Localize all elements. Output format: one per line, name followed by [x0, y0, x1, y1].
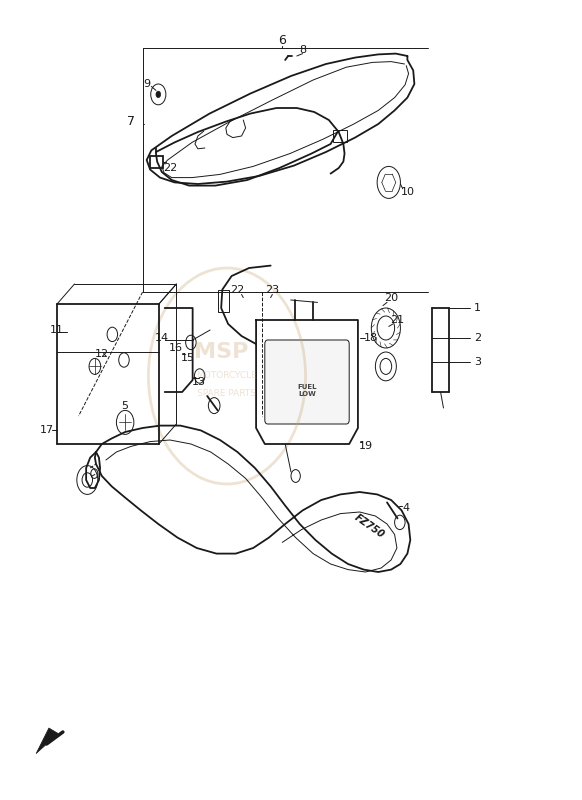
Text: MOTORCYCLE: MOTORCYCLE [197, 371, 257, 381]
Text: 21: 21 [390, 315, 404, 325]
Text: 8: 8 [299, 45, 306, 54]
Text: 12: 12 [95, 349, 109, 358]
Text: 5: 5 [122, 402, 129, 411]
Text: SPARE PARTS: SPARE PARTS [197, 389, 257, 398]
Text: 17: 17 [40, 426, 54, 435]
Text: 10: 10 [400, 187, 414, 197]
Text: MSP: MSP [194, 342, 249, 362]
FancyBboxPatch shape [265, 340, 349, 424]
FancyBboxPatch shape [218, 290, 229, 312]
Circle shape [156, 91, 161, 98]
Text: FUEL
LOW: FUEL LOW [297, 383, 317, 397]
FancyBboxPatch shape [150, 156, 163, 168]
Text: 11: 11 [50, 325, 64, 334]
Text: 16: 16 [169, 343, 183, 353]
Text: 22: 22 [230, 285, 244, 294]
Text: FZ750: FZ750 [353, 513, 386, 540]
Text: 20: 20 [384, 293, 398, 302]
Text: 13: 13 [192, 378, 206, 387]
Text: 6: 6 [278, 34, 286, 46]
FancyBboxPatch shape [333, 130, 347, 142]
Text: 14: 14 [155, 333, 169, 342]
Text: 23: 23 [265, 285, 279, 294]
Polygon shape [36, 728, 58, 754]
Text: 1: 1 [474, 303, 481, 313]
Text: 2: 2 [474, 333, 481, 342]
Text: 4: 4 [403, 503, 410, 513]
Text: 15: 15 [180, 354, 194, 363]
Text: 22: 22 [163, 163, 177, 173]
Text: 7: 7 [127, 115, 135, 128]
Text: 9: 9 [143, 79, 150, 89]
Text: 19: 19 [359, 442, 372, 451]
Text: 18: 18 [364, 333, 378, 342]
Text: 3: 3 [474, 357, 481, 366]
